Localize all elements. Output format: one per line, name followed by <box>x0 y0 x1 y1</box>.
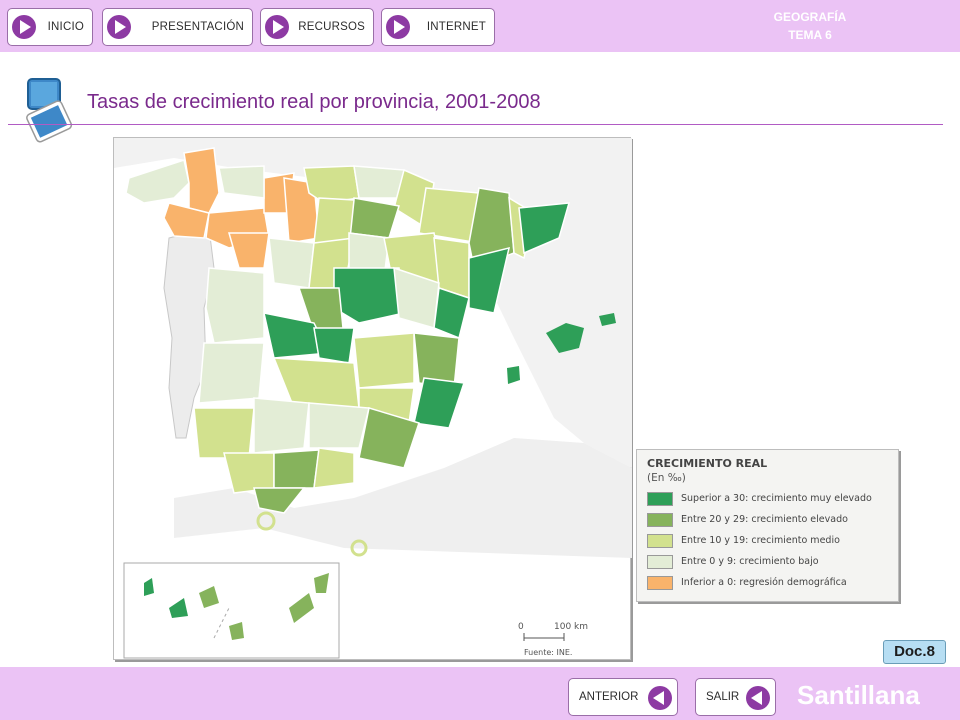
bottom-nav-bar <box>0 667 960 720</box>
page-title: Tasas de crecimiento real por provincia,… <box>87 91 541 113</box>
play-icon <box>386 15 410 39</box>
unit-label: TEMA 6 <box>788 28 832 42</box>
legend-swatch <box>647 555 673 569</box>
nav-label: INTERNET <box>426 21 486 33</box>
nav-button-inicio[interactable]: INICIO <box>7 8 93 46</box>
play-icon <box>12 15 36 39</box>
legend-swatch <box>647 576 673 590</box>
exit-label: SALIR <box>706 691 740 703</box>
title-divider <box>8 124 943 125</box>
nav-button-internet[interactable]: INTERNET <box>381 8 495 46</box>
brand-logo: Santillana <box>797 680 920 710</box>
legend-swatch <box>647 513 673 527</box>
back-arrow-icon <box>746 686 770 710</box>
nav-label: INICIO <box>47 21 84 33</box>
legend-swatch <box>647 534 673 548</box>
play-icon <box>107 15 131 39</box>
previous-label: ANTERIOR <box>579 691 639 703</box>
legend-label: Entre 20 y 29: crecimiento elevado <box>681 514 848 525</box>
map-legend: CRECIMIENTO REAL (En ‰) Superior a 30: c… <box>636 449 899 602</box>
legend-item: Entre 20 y 29: crecimiento elevado <box>647 513 897 527</box>
spain-growth-map: 0 100 km Fuente: INE. <box>113 137 632 660</box>
nav-button-presentacion[interactable]: PRESENTACIÓN <box>102 8 253 46</box>
legend-item: Superior a 30: crecimiento muy elevado <box>647 492 897 506</box>
scale-hundred-label: 100 km <box>554 622 589 632</box>
previous-button[interactable]: ANTERIOR <box>568 678 678 716</box>
legend-label: Superior a 30: crecimiento muy elevado <box>681 493 872 504</box>
scale-zero-label: 0 <box>518 622 524 632</box>
back-arrow-icon <box>648 686 672 710</box>
exit-button[interactable]: SALIR <box>695 678 776 716</box>
map-image <box>114 138 632 659</box>
legend-item: Entre 10 y 19: crecimiento medio <box>647 534 897 548</box>
legend-subtitle: (En ‰) <box>647 472 686 484</box>
subject-heading: GEOGRAFÍA TEMA 6 <box>740 8 880 44</box>
nav-label: RECURSOS <box>298 21 365 33</box>
legend-title: CRECIMIENTO REAL <box>647 457 768 470</box>
play-icon <box>265 15 289 39</box>
doc-badge[interactable]: Doc.8 <box>883 640 946 664</box>
legend-swatch <box>647 492 673 506</box>
document-icon <box>26 78 73 143</box>
subject-label: GEOGRAFÍA <box>773 10 847 24</box>
legend-label: Entre 0 y 9: crecimiento bajo <box>681 556 819 567</box>
nav-button-recursos[interactable]: RECURSOS <box>260 8 374 46</box>
source-label: Fuente: INE. <box>524 648 573 657</box>
nav-label: PRESENTACIÓN <box>151 21 244 33</box>
legend-label: Entre 10 y 19: crecimiento medio <box>681 535 840 546</box>
legend-item: Entre 0 y 9: crecimiento bajo <box>647 555 897 569</box>
legend-label: Inferior a 0: regresión demográfica <box>681 577 847 588</box>
legend-item: Inferior a 0: regresión demográfica <box>647 576 897 590</box>
